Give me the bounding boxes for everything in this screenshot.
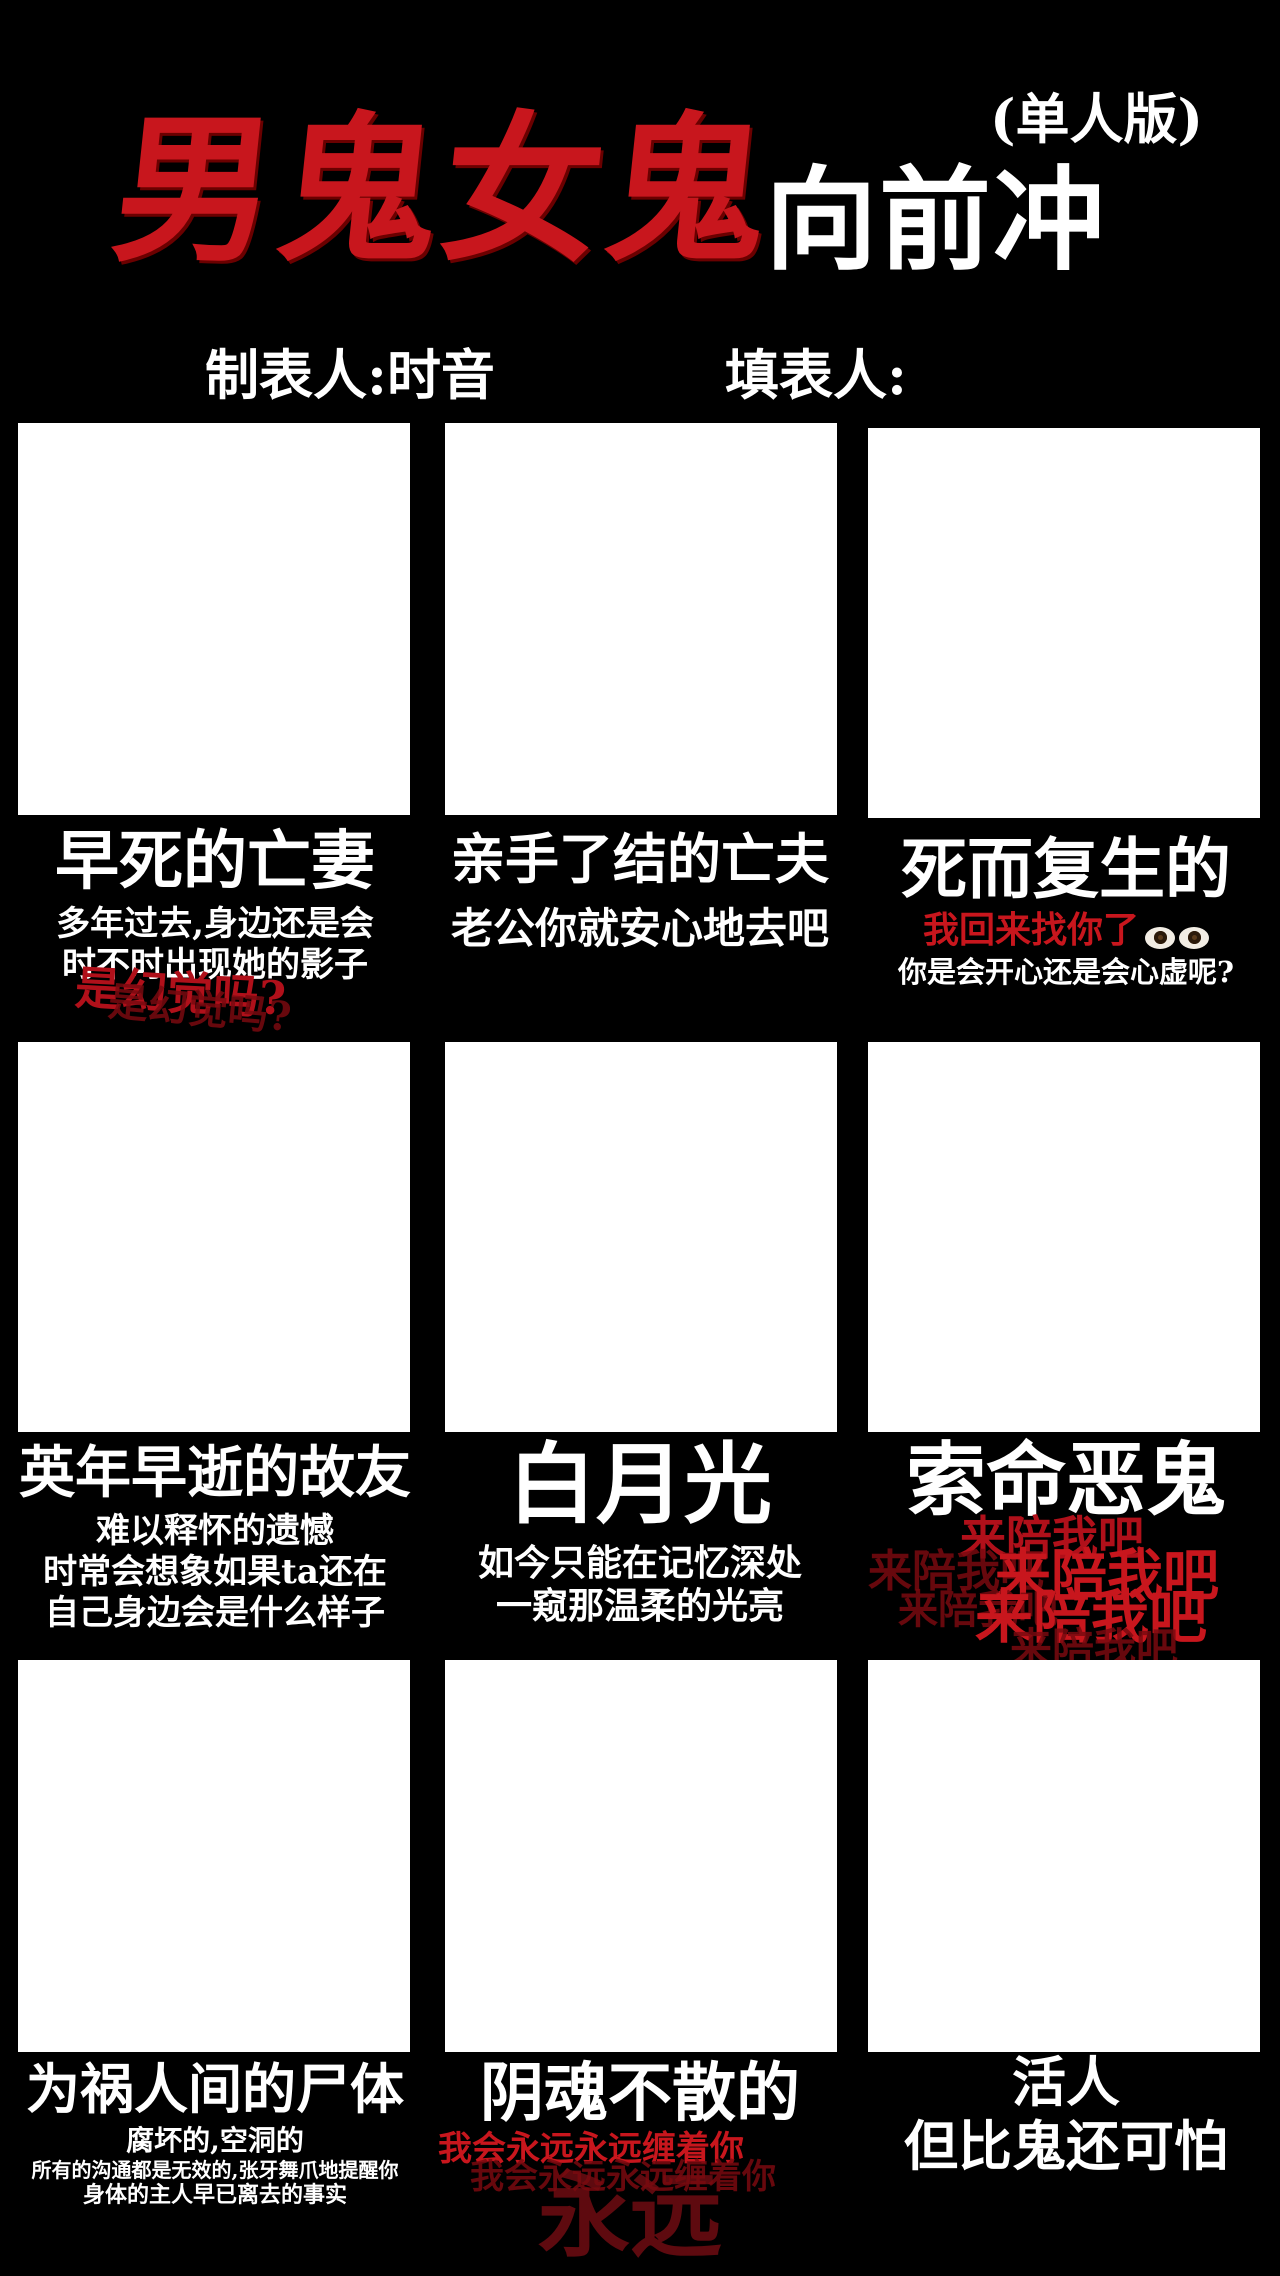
subtitle: (单人版) [990,87,1204,151]
filler-label: 填表人: [725,343,907,407]
filler-row: 填表人: [725,348,907,402]
maker-row: 制表人:时音 [205,348,495,402]
red-whisper: 来陪我吧 [898,1586,1058,1633]
eyes-icon [1145,926,1209,949]
caption-9: 活人 但比鬼还可怕 [856,2055,1276,2173]
photo-slot-6[interactable] [868,1042,1260,1432]
red-whisper: 我会永远永远缠着你 [470,2157,776,2197]
caption-title: 活人 [1012,2050,1120,2114]
eye-icon [1145,926,1175,949]
red-whisper: 来陪我吧 [868,1546,1044,1597]
caption-title: 早死的亡妻 [55,824,375,899]
photo-slot-7[interactable] [18,1660,410,2052]
caption-4: 英年早逝的故友 难以释怀的遗憾 时常会想象如果ta还在 自己身边会是什么样子 [5,1445,425,1633]
caption-title: 阴魂不散的 [480,2056,800,2131]
caption-line: 自己身边会是什么样子 [45,1592,385,1633]
photo-slot-2[interactable] [445,423,837,815]
caption-line: 你是会开心还是会心虚呢? [898,954,1234,989]
red-whisper: 来陪我吧 [960,1511,1144,1565]
red-whisper: 我会永远永远缠着你 [438,2129,744,2169]
caption-title: 死而复生的 [901,830,1231,908]
caption-3: 死而复生的 我回来找你了 你是会开心还是会心虚呢? [856,836,1276,989]
caption-line: 一窥那温柔的光亮 [495,1585,784,1628]
maker-label: 制表人: [205,343,387,407]
caption-title: 英年早逝的故友 [19,1440,411,1506]
caption-line: 多年过去,身边还是会 [56,904,374,944]
photo-slot-8[interactable] [445,1660,837,2052]
red-whisper-large: 永远 [538,2162,723,2270]
caption-line: 时不时出现她的影子 [62,944,368,985]
caption-title: 白月光 [507,1432,772,1536]
caption-title: 索命恶鬼 [906,1433,1226,1527]
photo-slot-4[interactable] [18,1042,410,1432]
caption-7: 为祸人间的尸体 腐坏的,空洞的 所有的沟通都是无效的,张牙舞爪地提醒你 身体的主… [0,2062,430,2208]
photo-slot-1[interactable] [18,423,410,815]
caption-line: 如今只能在记忆深处 [477,1542,802,1584]
maker-name: 时音 [386,343,495,407]
red-whisper: 来陪我吧 [975,1583,1208,1651]
caption-line: 身体的主人早已离去的事实 [82,2181,347,2208]
caption-5: 白月光 如今只能在记忆深处 一窥那温柔的光亮 [430,1440,850,1628]
caption-8: 阴魂不散的 [430,2062,850,2126]
caption-6: 索命恶鬼 [856,1440,1276,1520]
photo-slot-3[interactable] [868,428,1260,818]
caption-line: 老公你就安心地去吧 [450,904,829,953]
red-whisper: 来陪我吧 [995,1543,1219,1609]
caption-line: 所有的沟通都是无效的,张牙舞爪地提醒你 [31,2157,399,2182]
eye-icon [1179,926,1209,949]
caption-line: 但比鬼还可怕 [904,2114,1228,2178]
caption-title: 亲手了结的亡夫 [451,827,829,891]
photo-slot-9[interactable] [868,1660,1260,2052]
caption-1: 早死的亡妻 多年过去,身边还是会 时不时出现她的影子 [10,830,420,986]
caption-red-row: 我回来找你了 [856,912,1276,949]
title-white: 向前冲 [765,155,1107,286]
title-red: 男鬼女鬼 [105,96,781,284]
caption-line: 腐坏的,空洞的 [126,2124,304,2157]
red-whisper: 我回来找你了 [922,909,1139,951]
caption-line: 时常会想象如果ta还在 [43,1551,387,1592]
caption-line: 难以释怀的遗憾 [96,1511,334,1551]
caption-title: 为祸人间的尸体 [26,2057,404,2121]
photo-slot-5[interactable] [445,1042,837,1432]
caption-2: 亲手了结的亡夫 老公你就安心地去吧 [430,832,850,954]
